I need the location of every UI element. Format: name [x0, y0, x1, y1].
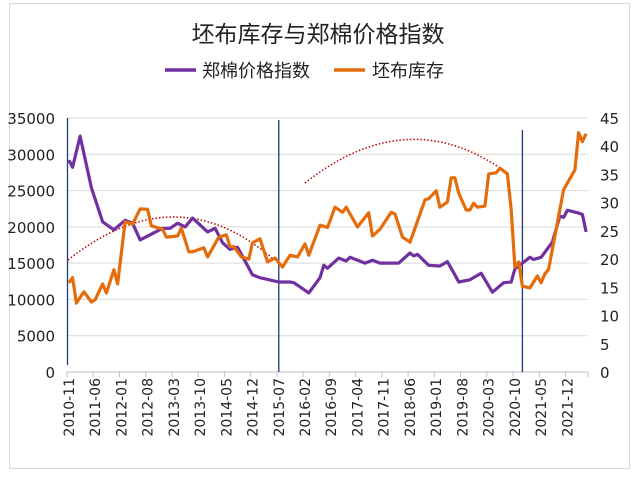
legend-label-zhengmian: 郑棉价格指数	[202, 61, 310, 82]
x-tick-label: 2020-10	[508, 378, 524, 437]
y-right-tick-label: 40	[600, 138, 619, 156]
y-right-tick-label: 25	[600, 223, 619, 241]
chart-border	[9, 3, 630, 469]
y-left-tick-label: 15000	[7, 255, 55, 273]
y-right-tick-label: 0	[600, 364, 610, 382]
y-left-tick-label: 25000	[7, 183, 55, 201]
x-tick-label: 2017-11	[377, 378, 393, 437]
y-right-tick-label: 35	[600, 166, 619, 184]
x-tick-label: 2016-09	[324, 378, 340, 437]
legend-label-pibu: 坯布库存	[372, 61, 444, 82]
x-tick-label: 2011-06	[88, 378, 104, 437]
x-tick-label: 2021-12	[560, 378, 576, 437]
series	[67, 131, 588, 305]
y-left-tick-label: 5000	[17, 328, 55, 346]
y-right-tick-label: 10	[600, 308, 619, 326]
trend-arc-2011-2015	[67, 216, 273, 261]
y-left-tick-label: 20000	[7, 219, 55, 237]
x-tick-label: 2010-11	[62, 378, 78, 437]
y-right-tick-label: 30	[600, 195, 619, 213]
x-tick-label: 2012-01	[114, 378, 130, 437]
y-right-tick-label: 45	[600, 110, 619, 128]
y-right-tick-label: 20	[600, 251, 619, 269]
x-tick-label: 2018-06	[403, 378, 419, 437]
y-right-tick-label: 5	[600, 336, 610, 354]
chart-title: 坯布库存与郑棉价格指数	[192, 22, 445, 48]
x-tick-label: 2015-07	[272, 378, 288, 437]
y-left-tick-label: 10000	[7, 291, 55, 309]
x-axis: 2010-11 2011-06 2012-01 2012-08 2013-03 2013-…	[62, 371, 589, 437]
x-tick-label: 2012-08	[141, 378, 157, 437]
y-axis-right: 0 5 10 15 20 25 30 35 40 45	[600, 110, 619, 382]
y-left-tick-label: 35000	[7, 110, 55, 128]
trend-arcs	[67, 138, 511, 261]
trend-arc-2016-2020	[304, 138, 511, 184]
x-tick-label: 2019-01	[429, 378, 445, 437]
x-tick-label: 2013-03	[167, 378, 183, 437]
y-left-tick-label: 30000	[7, 146, 55, 164]
x-tick-label: 2017-04	[350, 378, 366, 437]
x-tick-label: 2021-05	[534, 378, 550, 437]
y-left-tick-label: 0	[45, 364, 55, 382]
y-axis-left: 0 5000 10000 15000 20000 25000 30000 35000	[7, 110, 55, 382]
x-tick-label: 2019-08	[455, 378, 471, 437]
series-line	[67, 131, 588, 305]
x-tick-label: 2020-03	[482, 378, 498, 437]
x-tick-label: 2013-10	[193, 378, 209, 437]
x-tick-label: 2014-05	[219, 378, 235, 437]
x-tick-label: 2016-02	[298, 378, 314, 437]
legend: 郑棉价格指数 坯布库存	[165, 61, 444, 82]
vertical-markers	[66, 118, 524, 372]
y-right-tick-label: 15	[600, 279, 619, 297]
x-tick-label: 2014-12	[246, 378, 262, 437]
series-pibu-inventory	[67, 131, 588, 305]
